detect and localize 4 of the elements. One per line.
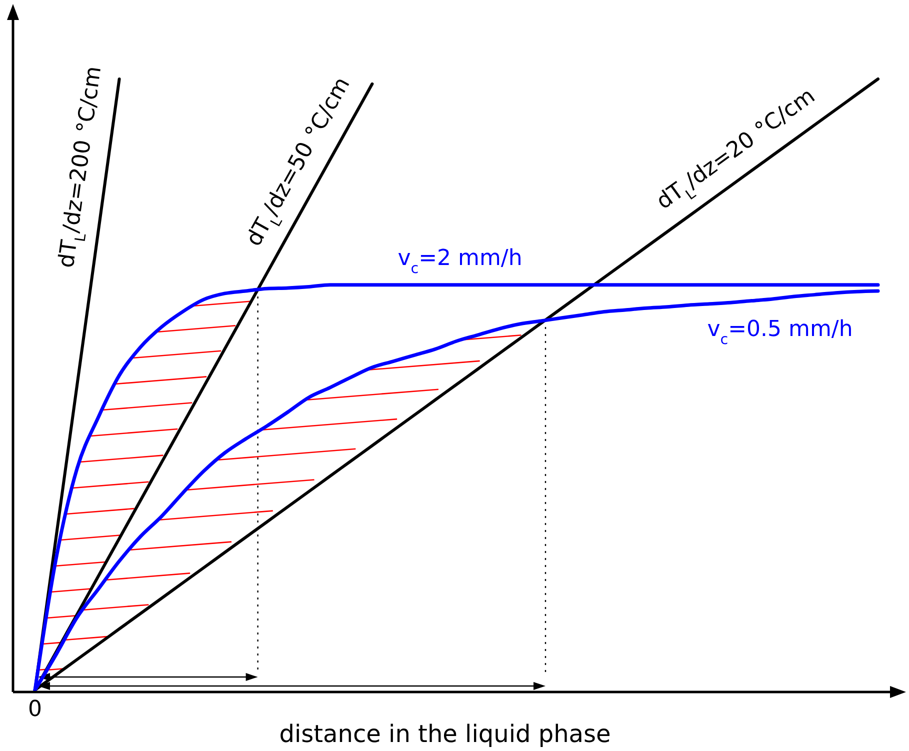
series-label: v$_{c}$=0.5 mm/h: [707, 317, 853, 348]
x-axis-title: distance in the liquid phase: [279, 720, 611, 748]
series-label: v$_{c}$=2 mm/h: [398, 246, 522, 277]
text: 0: [28, 697, 42, 722]
